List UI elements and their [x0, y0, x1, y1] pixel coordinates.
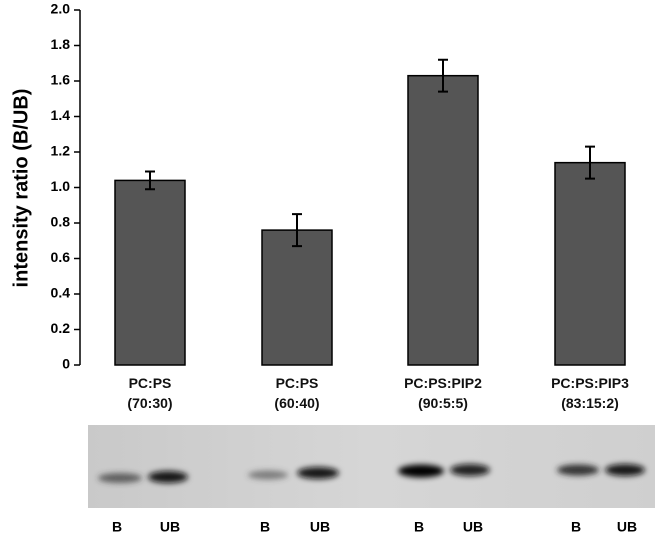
lane-label: UB — [160, 519, 180, 535]
bar — [114, 179, 186, 366]
lane-label: B — [112, 519, 122, 535]
y-axis-label: intensity ratio (B/UB) — [10, 89, 32, 288]
gel-image — [88, 425, 655, 508]
x-tick-label: PC:PS (60:40) — [274, 375, 320, 411]
lane-label: B — [260, 519, 270, 535]
y-tick-label: 0.6 — [51, 249, 71, 265]
x-tick-label: PC:PS (70:30) — [127, 375, 173, 411]
y-tick-label: 0.2 — [51, 320, 71, 336]
bar — [554, 161, 626, 366]
lane-label: UB — [617, 519, 637, 535]
error-bar — [585, 145, 595, 180]
error-bar — [145, 170, 155, 191]
y-tick-label: 0.8 — [51, 214, 71, 230]
y-tick-label: 1.0 — [51, 178, 71, 194]
lane-label: B — [414, 519, 424, 535]
y-tick-label: 1.4 — [51, 107, 71, 123]
bar — [407, 74, 479, 366]
y-tick-label: 0.4 — [51, 285, 71, 301]
bar — [261, 229, 333, 366]
lane-label: B — [571, 519, 581, 535]
y-tick-label: 1.2 — [51, 143, 71, 159]
lane-label: UB — [463, 519, 483, 535]
y-tick-label: 1.8 — [51, 36, 71, 52]
error-bar — [438, 58, 448, 93]
y-tick-label: 1.6 — [51, 72, 71, 88]
y-tick-label: 0 — [62, 356, 70, 372]
lane-label: UB — [310, 519, 330, 535]
error-bar — [292, 213, 302, 248]
x-tick-label: PC:PS:PIP3 (83:15:2) — [551, 375, 629, 411]
y-tick-label: 2.0 — [51, 1, 71, 17]
x-tick-label: PC:PS:PIP2 (90:5:5) — [404, 375, 482, 411]
